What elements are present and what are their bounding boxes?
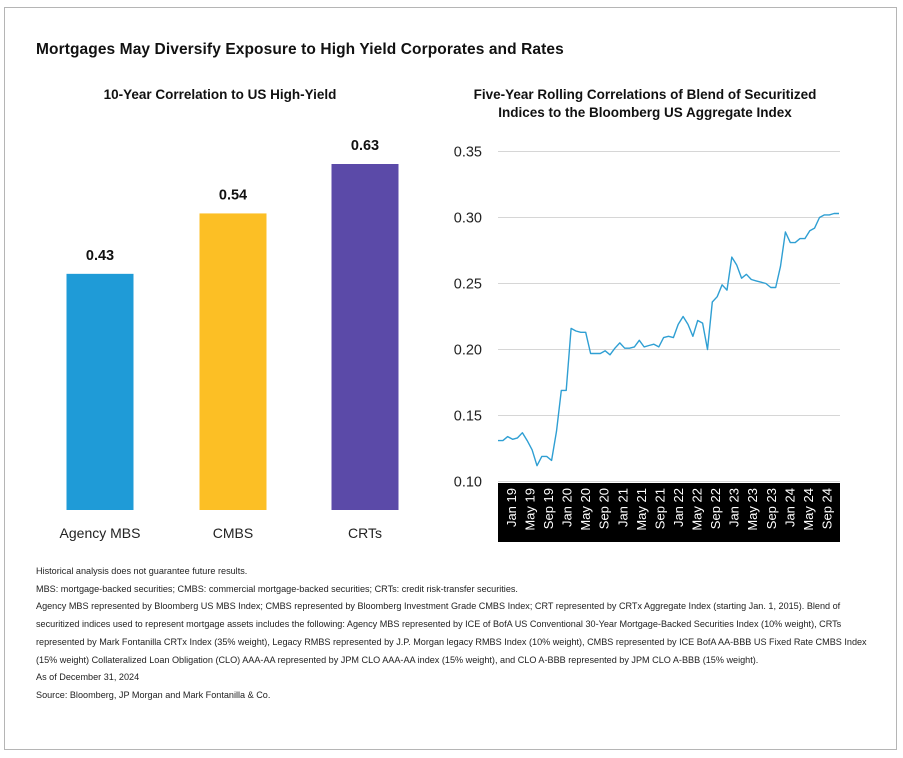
- x-axis-band: [498, 483, 840, 542]
- x-tick-label: Sep 22: [708, 488, 723, 529]
- bar-chart-title: 10-Year Correlation to US High-Yield: [103, 87, 337, 102]
- line-chart-title-line-1: Five-Year Rolling Correlations of Blend …: [473, 87, 817, 102]
- line-chart-title: Five-Year Rolling Correlations of Blend …: [430, 86, 860, 122]
- footnote-source: Source: Bloomberg, JP Morgan and Mark Fo…: [36, 689, 271, 700]
- figure-frame: [4, 7, 897, 750]
- x-tick-label: Jan 23: [727, 488, 742, 527]
- bar-category-label: Agency MBS: [60, 525, 141, 541]
- footnote-index-definitions: Agency MBS represented by Bloomberg US M…: [36, 601, 867, 665]
- x-tick-label: May 23: [745, 488, 760, 531]
- x-tick-label: Jan 20: [560, 488, 575, 527]
- footnote-as-of-date: As of December 31, 2024: [36, 672, 140, 683]
- y-tick-label: 0.10: [454, 475, 482, 491]
- x-tick-label: May 20: [578, 488, 593, 531]
- x-tick-label: Sep 19: [541, 488, 556, 529]
- bar-crts: [331, 164, 399, 510]
- y-tick-label: 0.20: [454, 343, 482, 359]
- bar-value-label: 0.43: [86, 248, 114, 264]
- x-tick-label: Sep 21: [652, 488, 667, 529]
- bar-chart: 0.43 Agency MBS 0.54 CMBS 0.63 CRTs: [60, 138, 399, 541]
- correlation-series-line: [498, 212, 839, 467]
- bar-category-label: CMBS: [213, 525, 253, 541]
- bar-value-label: 0.54: [219, 187, 247, 203]
- x-tick-label: Sep 23: [764, 488, 779, 529]
- x-tick-label: Jan 24: [782, 488, 797, 527]
- y-tick-label: 0.30: [454, 211, 482, 227]
- bar-value-label: 0.63: [351, 138, 379, 154]
- x-tick-label: May 19: [522, 488, 537, 531]
- x-tick-label: May 22: [690, 488, 705, 531]
- y-tick-label: 0.25: [454, 277, 482, 293]
- page-title: Mortgages May Diversify Exposure to High…: [36, 41, 564, 58]
- line-chart-title-line-2: Indices to the Bloomberg US Aggregate In…: [498, 105, 792, 120]
- bar-agency-mbs: [66, 273, 134, 510]
- footnote-abbreviations: MBS: mortgage-backed securities; CMBS: c…: [36, 583, 518, 594]
- x-tick-label: Jan 19: [504, 488, 519, 527]
- footnote-disclaimer: Historical analysis does not guarantee f…: [36, 566, 248, 576]
- footnotes: Historical analysis does not guarantee f…: [36, 563, 876, 705]
- bar-category-label: CRTs: [348, 525, 382, 541]
- x-tick-label: May 21: [634, 488, 649, 531]
- x-tick-label: May 24: [801, 488, 816, 531]
- line-chart: 0.35 0.30 0.25 0.20 0.15 0.10 Jan 19 May 19 Sep …: [454, 145, 840, 542]
- y-tick-label: 0.15: [454, 409, 482, 425]
- y-tick-label: 0.35: [454, 145, 482, 161]
- x-tick-label: Sep 24: [819, 488, 834, 529]
- x-tick-label: Jan 21: [615, 488, 630, 527]
- x-tick-label: Sep 20: [597, 488, 612, 529]
- x-tick-label: Jan 22: [671, 488, 686, 527]
- bar-cmbs: [199, 213, 267, 510]
